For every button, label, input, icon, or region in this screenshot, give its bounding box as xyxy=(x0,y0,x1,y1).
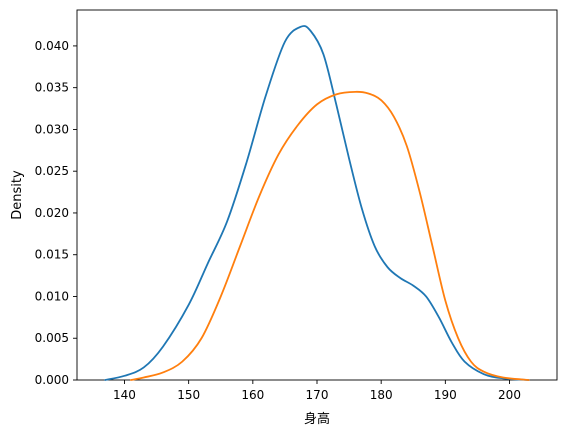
x-tick-label: 150 xyxy=(177,388,200,402)
x-tick-label: 160 xyxy=(241,388,264,402)
plot-frame xyxy=(76,9,558,381)
y-tick-label: 0.005 xyxy=(35,331,69,345)
y-tick-label: 0.020 xyxy=(35,206,69,220)
x-tick-label: 140 xyxy=(113,388,136,402)
y-tick-label: 0.030 xyxy=(35,122,69,136)
x-tick-label: 190 xyxy=(434,388,457,402)
x-axis-label: 身高 xyxy=(304,411,330,427)
y-tick-label: 0.035 xyxy=(35,81,69,95)
y-axis-ticks: 0.000 0.005 0.010 0.015 0.020 0.025 0.030 0.035… xyxy=(35,39,77,387)
y-tick-label: 0.015 xyxy=(35,248,69,262)
x-tick-label: 170 xyxy=(306,388,329,402)
x-tick-label: 180 xyxy=(370,388,393,402)
x-axis-ticks: 140 150 160 170 180 190 200 xyxy=(113,380,521,402)
y-tick-label: 0.010 xyxy=(35,289,69,303)
density-line-2 xyxy=(130,90,530,381)
y-tick-label: 0.025 xyxy=(35,164,69,178)
density-line-1 xyxy=(104,25,530,381)
x-tick-label: 200 xyxy=(498,388,521,402)
axes-frame xyxy=(76,9,558,381)
y-axis-label: Density xyxy=(10,170,25,220)
y-tick-label: 0.040 xyxy=(35,39,69,53)
series-layer xyxy=(104,25,530,381)
y-tick-label: 0.000 xyxy=(35,373,69,387)
